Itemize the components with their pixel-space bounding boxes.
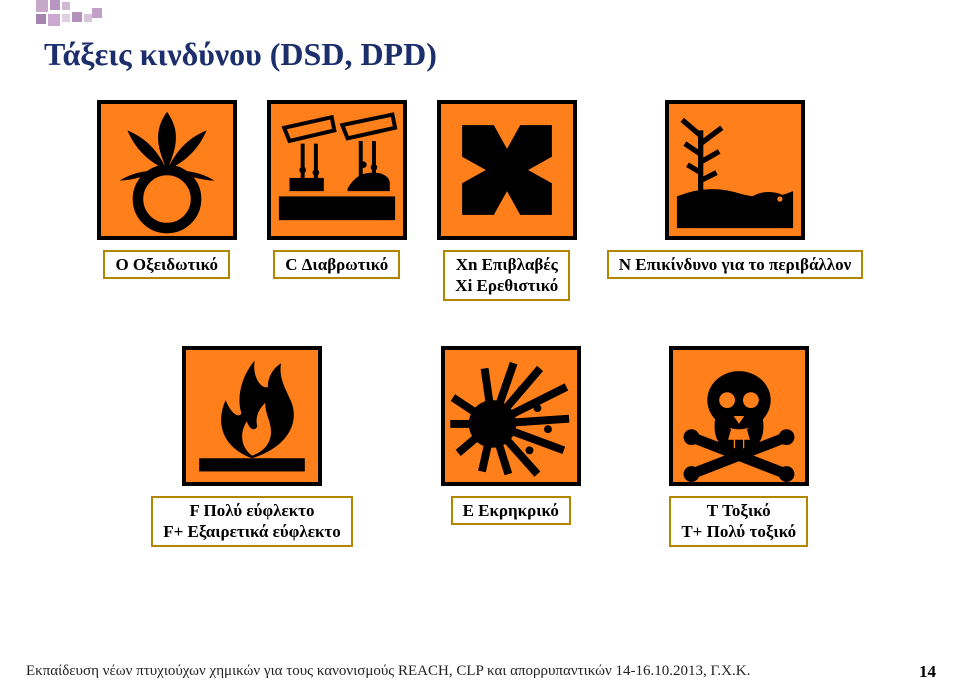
hazard-flammable: F Πολύ εύφλεκτοF+ Εξαιρετικά εύφλεκτο bbox=[151, 346, 353, 547]
caption-line: E Εκρηκρικό bbox=[463, 500, 559, 521]
hazard-row-2: F Πολύ εύφλεκτοF+ Εξαιρετικά εύφλεκτο E … bbox=[44, 346, 916, 547]
caption-line: Xn Επιβλαβές bbox=[455, 254, 558, 275]
caption-line: T Τοξικό bbox=[681, 500, 796, 521]
hazard-explosive: E Εκρηκρικό bbox=[441, 346, 581, 547]
oxidizing-icon bbox=[97, 100, 237, 240]
caption-line: F+ Εξαιρετικά εύφλεκτο bbox=[163, 521, 341, 542]
footer-text: Εκπαίδευση νέων πτυχιούχων χημικών για τ… bbox=[26, 663, 750, 680]
hazard-caption: C Διαβρωτικό bbox=[273, 250, 400, 279]
corrosive-icon bbox=[267, 100, 407, 240]
hazard-caption: Xn ΕπιβλαβέςXi Ερεθιστικό bbox=[443, 250, 570, 301]
hazard-corrosive: C Διαβρωτικό bbox=[267, 100, 407, 301]
page-number: 14 bbox=[919, 662, 936, 682]
hazard-caption: N Επικίνδυνο για το περιβάλλον bbox=[607, 250, 863, 279]
explosive-icon bbox=[441, 346, 581, 486]
caption-line: N Επικίνδυνο για το περιβάλλον bbox=[619, 254, 851, 275]
harmful-icon bbox=[437, 100, 577, 240]
hazard-row-1: O Οξειδωτικό C Διαβρωτικό Xn ΕπιβλαβέςXi… bbox=[44, 100, 916, 301]
hazard-oxidizing: O Οξειδωτικό bbox=[97, 100, 237, 301]
slide-bullet-decoration bbox=[36, 0, 136, 32]
caption-line: T+ Πολύ τοξικό bbox=[681, 521, 796, 542]
caption-line: Xi Ερεθιστικό bbox=[455, 275, 558, 296]
caption-line: F Πολύ εύφλεκτο bbox=[163, 500, 341, 521]
hazard-caption: T ΤοξικόT+ Πολύ τοξικό bbox=[669, 496, 808, 547]
hazard-caption: O Οξειδωτικό bbox=[103, 250, 230, 279]
slide-title: Τάξεις κινδύνου (DSD, DPD) bbox=[44, 36, 437, 73]
environment-icon bbox=[665, 100, 805, 240]
hazard-caption: F Πολύ εύφλεκτοF+ Εξαιρετικά εύφλεκτο bbox=[151, 496, 353, 547]
toxic-icon bbox=[669, 346, 809, 486]
hazard-caption: E Εκρηκρικό bbox=[451, 496, 571, 525]
hazard-toxic: T ΤοξικόT+ Πολύ τοξικό bbox=[669, 346, 809, 547]
flammable-icon bbox=[182, 346, 322, 486]
hazard-harmful: Xn ΕπιβλαβέςXi Ερεθιστικό bbox=[437, 100, 577, 301]
caption-line: C Διαβρωτικό bbox=[285, 254, 388, 275]
caption-line: O Οξειδωτικό bbox=[115, 254, 218, 275]
hazard-environment: N Επικίνδυνο για το περιβάλλον bbox=[607, 100, 863, 301]
